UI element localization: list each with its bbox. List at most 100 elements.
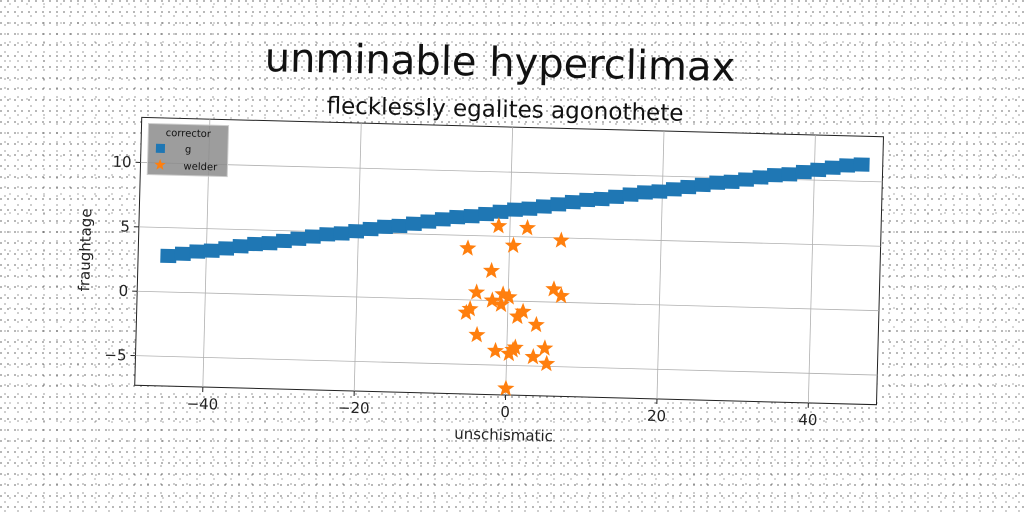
y-tick-label: 5 [120, 217, 130, 235]
g-point [680, 179, 697, 195]
welder-point [538, 354, 556, 372]
welder-point [524, 347, 542, 365]
welder-point [483, 291, 501, 308]
y-ticks: −5 0 5 10 [104, 153, 141, 365]
g-point [492, 204, 509, 220]
g-point [232, 239, 249, 254]
welder-point [457, 303, 475, 321]
y-tick-label: 10 [112, 153, 132, 171]
y-tick-label: −5 [104, 346, 127, 365]
x-tick-label: 40 [798, 411, 818, 429]
g-point [781, 167, 798, 182]
x-gridline [656, 131, 665, 399]
welder-point [494, 285, 512, 302]
g-point [246, 236, 264, 252]
welder-point [482, 261, 501, 279]
x-tick-label: −40 [186, 395, 218, 414]
legend: corrector g welder [146, 123, 230, 178]
plot-area: −40 −20 0 20 40 −5 0 5 10 corrector g welder un… [75, 116, 884, 446]
y-tick-label: 0 [118, 282, 128, 300]
g-point [174, 246, 192, 261]
legend-label-g: g [185, 145, 192, 156]
g-point [838, 158, 856, 173]
g-point [636, 185, 654, 200]
chart-subtitle: flecklessly egalites agonothete [326, 93, 683, 126]
g-point [593, 191, 610, 207]
welder-point [467, 283, 486, 300]
y-axis-label: fraughtage [75, 208, 95, 291]
welder-point [518, 218, 537, 236]
g-point [694, 177, 711, 193]
x-gridline [505, 127, 514, 395]
g-point [391, 218, 408, 234]
series-g [160, 157, 870, 264]
g-point [217, 241, 235, 256]
welder-point [497, 379, 515, 396]
welder-point [536, 339, 554, 356]
x-axis-label: unschismatic [454, 425, 553, 446]
g-point [550, 197, 567, 212]
x-gridline [353, 123, 362, 392]
g-point [810, 162, 827, 178]
g-point [160, 248, 177, 264]
chart-title: unminable hyperclimax [264, 35, 735, 91]
x-tick-label: −20 [338, 399, 370, 418]
g-point [752, 170, 769, 185]
x-gridline [807, 134, 816, 403]
welder-point [500, 288, 518, 305]
g-point [665, 182, 683, 197]
welder-point [545, 280, 563, 297]
g-point [420, 214, 437, 229]
g-point [275, 233, 293, 249]
g-point [506, 202, 524, 217]
g-point [737, 172, 755, 187]
legend-title: corrector [166, 128, 212, 140]
g-point [405, 216, 423, 231]
g-point [376, 219, 394, 235]
g-point [261, 235, 278, 251]
x-tick-label: 0 [500, 403, 510, 421]
g-point [189, 244, 206, 259]
g-point [579, 192, 596, 208]
x-ticks: −40 −20 0 20 40 [186, 387, 818, 429]
welder-point [500, 344, 518, 362]
g-point [434, 212, 451, 227]
legend-label-welder: welder [183, 161, 218, 173]
welder-point [509, 307, 527, 325]
g-point [622, 187, 639, 202]
g-point [708, 175, 726, 190]
series-welder [457, 216, 570, 396]
x-tick-label: 20 [647, 407, 667, 425]
g-point [651, 184, 668, 199]
welder-point [459, 239, 477, 256]
g-point [477, 206, 495, 222]
legend-marker-g [155, 143, 166, 153]
g-point [564, 194, 581, 210]
legend-marker-welder [154, 158, 166, 170]
g-point [607, 189, 625, 205]
welder-point [514, 302, 532, 320]
g-point [795, 164, 812, 180]
g-point [766, 167, 784, 183]
welder-point [504, 236, 522, 254]
legend-star-shape [154, 158, 166, 170]
g-point [824, 160, 841, 175]
welder-point [468, 325, 486, 343]
y-gridline [135, 355, 878, 376]
welder-point [486, 341, 505, 359]
welder-point [552, 231, 570, 248]
g-point [319, 227, 336, 242]
welder-point [490, 216, 508, 234]
g-point [853, 157, 870, 172]
g-point [463, 209, 480, 224]
g-point [203, 243, 220, 258]
g-point [333, 226, 350, 241]
g-point [535, 199, 553, 214]
g-point [449, 209, 466, 225]
y-gridline [138, 226, 881, 247]
g-point [362, 221, 379, 237]
legend-box [146, 123, 230, 178]
g-point [347, 224, 365, 239]
welder-point [527, 315, 545, 333]
